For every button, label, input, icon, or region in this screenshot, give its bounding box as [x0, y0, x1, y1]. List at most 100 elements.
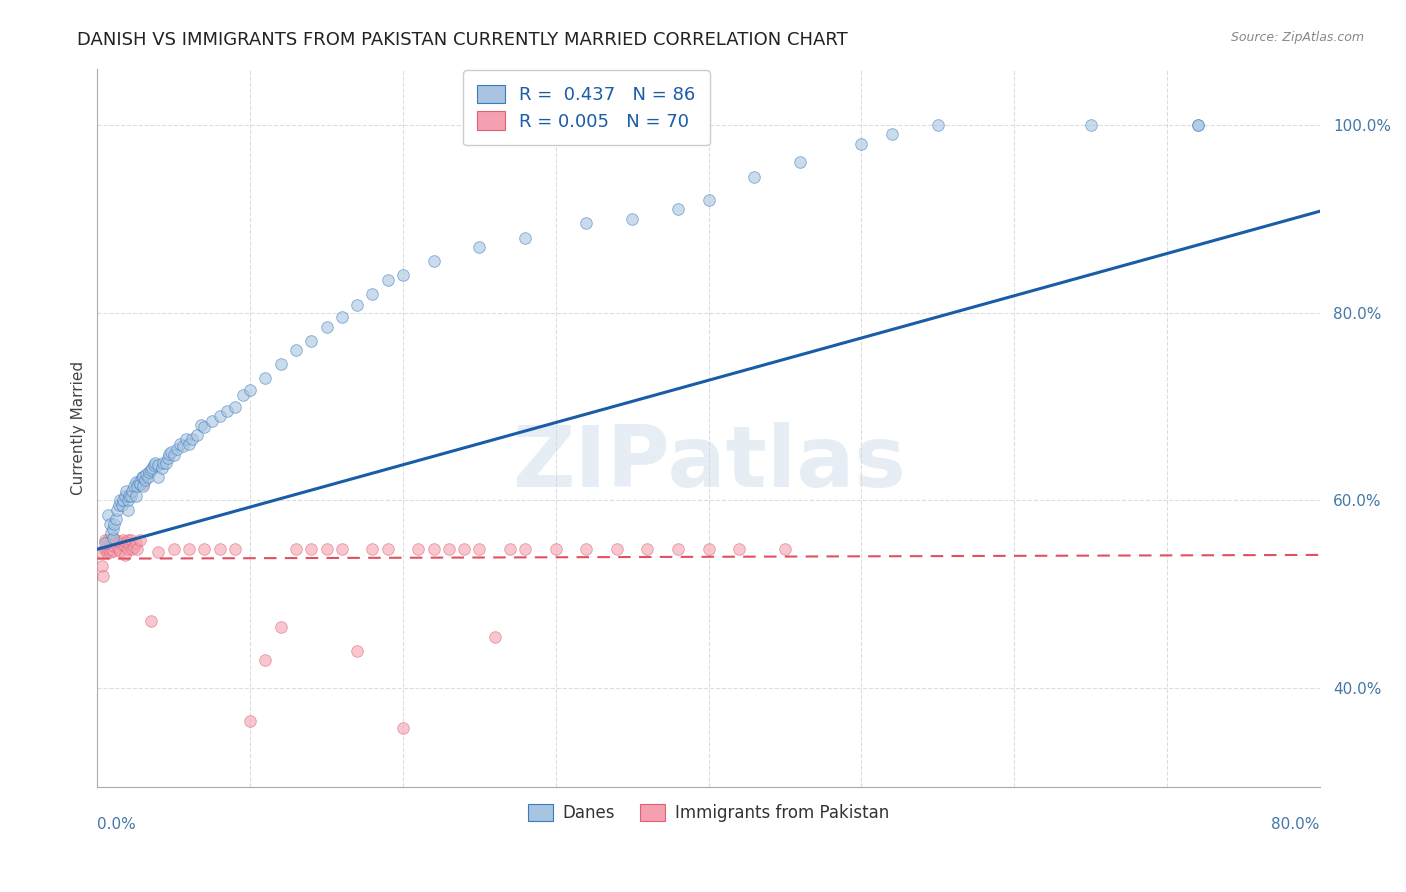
- Point: [177, 437, 200, 451]
- Point: [201, 414, 224, 428]
- Point: [103, 539, 125, 553]
- Point: [94, 542, 117, 557]
- Point: [145, 456, 167, 470]
- Point: [141, 460, 163, 475]
- Text: ZIPatlas: ZIPatlas: [512, 422, 905, 505]
- Point: [148, 545, 170, 559]
- Point: [789, 155, 811, 169]
- Point: [217, 404, 239, 418]
- Point: [422, 542, 444, 557]
- Point: [132, 476, 155, 491]
- Point: [346, 298, 368, 312]
- Point: [124, 475, 146, 489]
- Point: [157, 446, 180, 460]
- Point: [575, 217, 598, 231]
- Point: [98, 516, 121, 531]
- Point: [148, 470, 170, 484]
- Point: [174, 433, 197, 447]
- Point: [186, 427, 208, 442]
- Point: [377, 542, 399, 557]
- Point: [152, 456, 174, 470]
- Point: [155, 456, 177, 470]
- Point: [361, 542, 384, 557]
- Point: [315, 319, 337, 334]
- Point: [224, 400, 246, 414]
- Point: [129, 533, 152, 547]
- Point: [112, 533, 135, 547]
- Point: [744, 169, 766, 184]
- Point: [172, 439, 194, 453]
- Point: [193, 420, 215, 434]
- Text: 80.0%: 80.0%: [1271, 817, 1320, 832]
- Point: [606, 542, 628, 557]
- Point: [330, 310, 353, 325]
- Point: [110, 544, 132, 558]
- Point: [132, 479, 155, 493]
- Legend: Danes, Immigrants from Pakistan: Danes, Immigrants from Pakistan: [522, 797, 896, 829]
- Point: [148, 458, 170, 472]
- Point: [105, 539, 128, 553]
- Point: [110, 534, 132, 549]
- Point: [927, 118, 949, 132]
- Point: [166, 442, 188, 456]
- Point: [121, 484, 143, 499]
- Point: [97, 533, 120, 547]
- Point: [515, 542, 537, 557]
- Point: [330, 542, 353, 557]
- Point: [125, 542, 148, 557]
- Point: [114, 548, 136, 562]
- Point: [111, 498, 134, 512]
- Point: [190, 418, 212, 433]
- Y-axis label: Currently Married: Currently Married: [72, 360, 86, 495]
- Point: [422, 254, 444, 268]
- Point: [121, 542, 143, 557]
- Point: [97, 508, 120, 522]
- Point: [96, 545, 118, 559]
- Point: [515, 230, 537, 244]
- Point: [299, 334, 322, 348]
- Point: [1187, 118, 1209, 132]
- Point: [270, 620, 292, 634]
- Point: [299, 542, 322, 557]
- Point: [115, 484, 138, 499]
- Point: [239, 383, 262, 397]
- Point: [91, 559, 114, 574]
- Point: [392, 268, 415, 282]
- Point: [100, 533, 122, 547]
- Point: [114, 489, 136, 503]
- Point: [89, 545, 111, 559]
- Point: [103, 516, 125, 531]
- Point: [112, 493, 135, 508]
- Point: [131, 470, 153, 484]
- Point: [118, 535, 141, 549]
- Point: [1080, 118, 1102, 132]
- Point: [100, 526, 122, 541]
- Point: [177, 542, 200, 557]
- Point: [114, 539, 136, 553]
- Point: [118, 489, 141, 503]
- Point: [122, 541, 145, 555]
- Point: [468, 240, 491, 254]
- Point: [120, 489, 142, 503]
- Point: [468, 542, 491, 557]
- Point: [697, 542, 720, 557]
- Point: [136, 470, 159, 484]
- Point: [115, 534, 138, 549]
- Point: [728, 542, 751, 557]
- Point: [156, 451, 179, 466]
- Point: [254, 371, 277, 385]
- Point: [1187, 118, 1209, 132]
- Point: [117, 493, 139, 508]
- Point: [98, 545, 121, 559]
- Point: [117, 542, 139, 557]
- Point: [851, 136, 873, 151]
- Point: [666, 542, 689, 557]
- Point: [135, 467, 157, 482]
- Text: Source: ZipAtlas.com: Source: ZipAtlas.com: [1230, 31, 1364, 45]
- Point: [392, 721, 415, 735]
- Point: [270, 357, 292, 371]
- Point: [107, 498, 129, 512]
- Point: [575, 542, 598, 557]
- Point: [315, 542, 337, 557]
- Point: [453, 542, 475, 557]
